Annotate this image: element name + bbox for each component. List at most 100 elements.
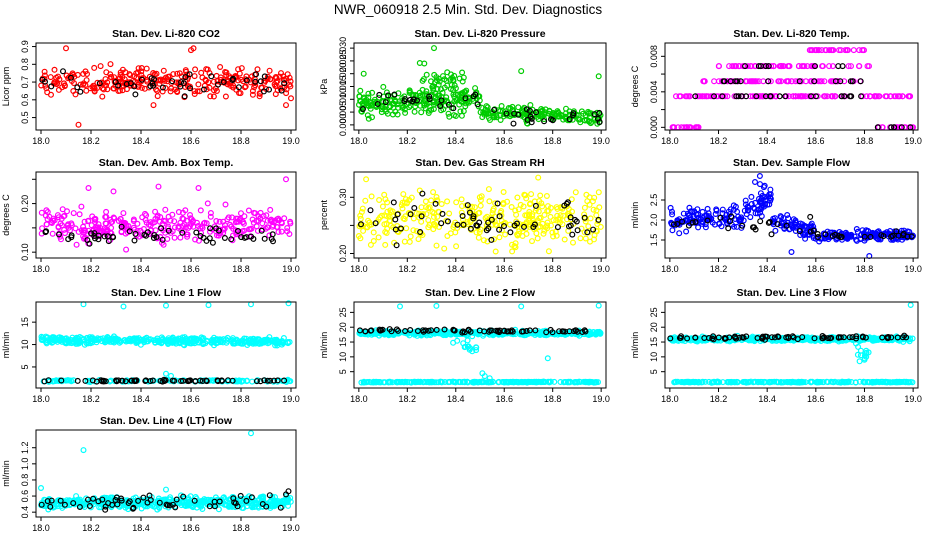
data-point	[160, 67, 167, 74]
data-point	[511, 110, 518, 117]
data-point	[107, 61, 114, 68]
data-point	[715, 63, 722, 70]
data-point	[423, 71, 430, 78]
data-point	[159, 239, 166, 246]
data-point	[808, 78, 815, 85]
data-point	[280, 76, 287, 83]
data-point	[454, 221, 461, 228]
data-point	[159, 236, 166, 243]
data-point	[250, 219, 257, 226]
data-point	[487, 116, 494, 123]
data-point	[430, 220, 437, 227]
data-point	[85, 217, 92, 224]
data-point	[488, 216, 495, 223]
data-point	[204, 200, 211, 207]
data-point	[462, 95, 469, 102]
data-point	[582, 218, 589, 225]
data-point	[284, 225, 291, 232]
data-point	[847, 63, 854, 70]
data-point	[365, 90, 372, 97]
data-point	[144, 229, 151, 236]
data-point	[210, 78, 217, 85]
data-point	[366, 222, 373, 229]
data-point	[54, 212, 61, 219]
data-point	[213, 218, 220, 225]
data-point	[39, 76, 46, 83]
data-point	[555, 109, 562, 116]
data-point	[379, 203, 386, 210]
data-point	[236, 89, 243, 96]
data-point	[360, 105, 367, 112]
data-point	[543, 193, 550, 200]
data-point	[207, 228, 214, 235]
data-point	[61, 226, 68, 233]
data-point	[496, 234, 503, 241]
data-point	[357, 87, 364, 94]
data-point	[238, 76, 245, 83]
y-tick-label: 0.020	[338, 62, 348, 85]
data-points	[667, 173, 916, 260]
data-points	[38, 176, 294, 253]
data-point	[564, 199, 571, 206]
data-point	[48, 83, 55, 90]
data-point	[557, 204, 564, 211]
data-point	[491, 236, 498, 243]
data-point	[581, 117, 588, 124]
data-point	[680, 210, 687, 217]
data-point	[823, 47, 830, 54]
data-point	[256, 93, 263, 100]
data-point	[459, 203, 466, 210]
data-point	[500, 189, 507, 196]
data-point	[43, 207, 50, 214]
y-tick-label: 0.20	[20, 195, 30, 213]
y-tick-label: 15	[649, 337, 659, 347]
data-point	[283, 90, 290, 97]
data-point	[497, 116, 504, 123]
data-point	[95, 236, 102, 243]
data-point	[230, 225, 237, 232]
data-point	[538, 105, 545, 112]
data-point	[376, 91, 383, 98]
data-point	[365, 115, 372, 122]
data-point	[453, 97, 460, 104]
data-point	[151, 219, 158, 226]
data-point	[110, 85, 117, 92]
data-point	[208, 73, 215, 80]
data-point	[555, 112, 562, 119]
data-points	[38, 45, 295, 128]
x-tick-label: 18.0	[32, 136, 50, 146]
data-point	[269, 231, 276, 238]
data-point	[367, 241, 374, 248]
y-tick-label: 0.5	[20, 111, 30, 124]
data-point	[837, 47, 844, 54]
x-tick-label: 19.0	[904, 394, 922, 404]
data-point	[466, 209, 473, 216]
data-point	[459, 78, 466, 85]
data-point	[207, 213, 214, 220]
data-point	[287, 220, 294, 227]
data-point	[182, 67, 189, 74]
data-point	[735, 93, 742, 100]
data-point	[381, 191, 388, 198]
data-point	[409, 98, 416, 105]
data-point	[433, 242, 440, 249]
data-point	[180, 80, 187, 87]
series-subset	[358, 190, 602, 249]
data-point	[746, 78, 753, 85]
data-point	[871, 93, 878, 100]
data-point	[141, 85, 148, 92]
data-point	[270, 222, 277, 229]
data-point	[84, 237, 91, 244]
x-tick-label: 18.2	[710, 394, 728, 404]
data-point	[144, 78, 151, 85]
data-point	[284, 228, 291, 235]
data-point	[826, 63, 833, 70]
y-tick-label: 0.10	[20, 243, 30, 261]
data-point	[171, 218, 178, 225]
x-tick-label: 18.6	[495, 394, 513, 404]
x-tick-label: 18.8	[232, 264, 250, 274]
data-point	[790, 93, 797, 100]
data-point	[713, 93, 720, 100]
data-point	[357, 212, 364, 219]
